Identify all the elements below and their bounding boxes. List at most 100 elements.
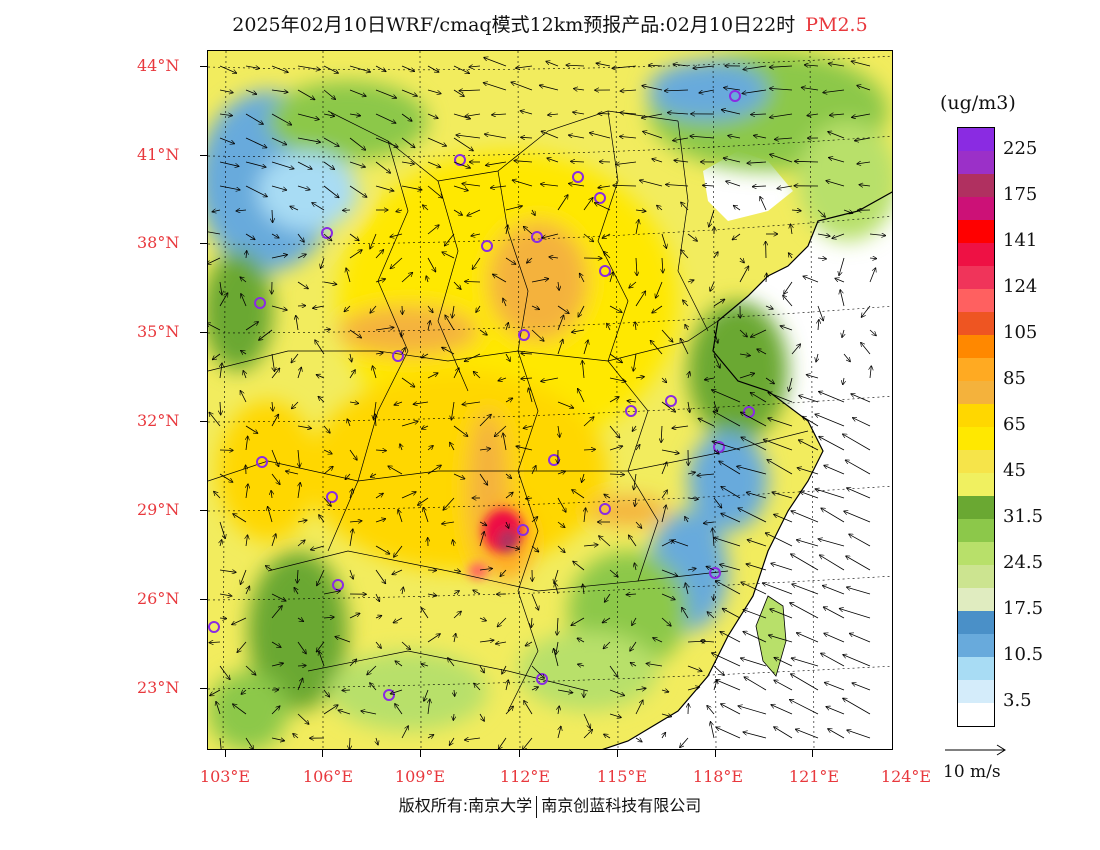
wind-arrow [375,493,383,499]
wind-arrow [219,521,225,538]
wind-arrow [427,446,433,451]
wind-arrow [653,638,663,643]
wind-arrow [271,137,286,145]
wind-arrow [505,257,516,264]
wind-arrow [442,252,455,259]
wind-arrow [697,474,715,476]
wind-arrow [558,727,561,739]
wind-arrow [323,233,332,241]
wind-arrow [350,569,353,579]
wind-arrow [503,433,507,451]
wind-arrow [531,687,538,690]
wind-arrow [500,569,507,576]
wind-arrow [323,114,334,116]
wind-arrow [609,446,622,451]
wind-arrow [799,396,819,403]
wind-arrow [542,233,559,238]
lat-label-32: 32°N [137,411,180,430]
wind-arrow [796,729,819,739]
wind-arrow [620,113,637,114]
wind-arrow [401,329,402,337]
wind-arrow [738,508,767,523]
wind-arrow [427,185,442,198]
wind-arrow [843,434,871,451]
wind-arrow [635,700,643,715]
wind-arrow [829,64,845,67]
wind-arrow [498,617,507,627]
wind-arrow [573,561,585,571]
wind-arrow [401,492,416,499]
wind-arrow [666,185,689,187]
wind-arrow [824,633,845,643]
wind-arrow [531,329,544,341]
wind-arrow [505,493,513,499]
color-scale-label: 65 [1003,414,1026,435]
wind-arrow [349,233,359,241]
wind-arrow [719,461,741,475]
wind-arrow [479,532,484,547]
wind-arrow [297,368,301,379]
wind-arrow [323,137,339,146]
wind-arrow [271,415,278,427]
wind-arrow [687,233,697,241]
wind-arrow [799,440,819,451]
wind-arrow [583,417,594,427]
color-scale-cell [958,243,994,266]
wind-arrow [271,641,281,647]
wind-arrow [422,354,429,358]
color-scale-label: 45 [1003,460,1026,481]
wind-arrow [818,539,845,547]
wind-arrow [361,711,377,715]
wind-arrow [450,443,455,451]
wind-arrow [323,89,335,99]
wind-arrow [349,250,362,259]
wind-arrow [323,591,340,595]
wind-arrow [335,637,351,643]
wind-arrow [297,89,315,100]
wind-arrow [292,401,299,409]
wind-arrow [315,340,325,355]
wind-arrow [642,86,663,91]
wind-arrow [271,606,282,619]
color-scale-cell [958,473,994,496]
wind-arrow [476,305,481,312]
wind-arrow [791,554,819,571]
tick [519,750,520,757]
wind-arrow [791,344,800,355]
wind-arrow [427,225,439,235]
wind-arrow [349,737,350,749]
wind-arrow [521,353,533,354]
wind-arrow [819,392,845,403]
wind-arrow [721,487,741,499]
wind-arrow [214,492,221,499]
wind-arrow [398,510,403,523]
wind-arrow [707,706,715,715]
wind-arrow [723,609,741,619]
wind-arrow [323,705,338,715]
wind-arrow [293,734,299,739]
wind-arrow [290,206,299,211]
copyright-footer: 版权所有:南京大学 南京创蓝科技有限公司 [0,792,1100,818]
wind-arrow [869,234,885,236]
wind-arrow [839,257,845,275]
wind-arrow [734,206,741,211]
wind-arrow [634,473,636,490]
wind-arrow [346,268,351,283]
wind-arrow [349,613,360,619]
wind-arrow [319,652,325,667]
wind-arrow [350,353,352,362]
wind-arrow [713,665,724,675]
wind-arrow [526,642,533,646]
wind-arrow [687,569,696,571]
wind-arrow [652,159,663,163]
lon-label-118: 118°E [692,767,744,786]
wind-arrow [688,372,690,379]
wind-arrow [767,460,793,475]
wind-arrow [474,372,481,379]
wind-arrow [524,701,533,715]
lat-label-41: 41°N [137,145,180,164]
wind-arrow [712,653,741,667]
province-borders [208,110,809,712]
wind-arrow [271,255,287,259]
wind-arrow [427,89,441,94]
